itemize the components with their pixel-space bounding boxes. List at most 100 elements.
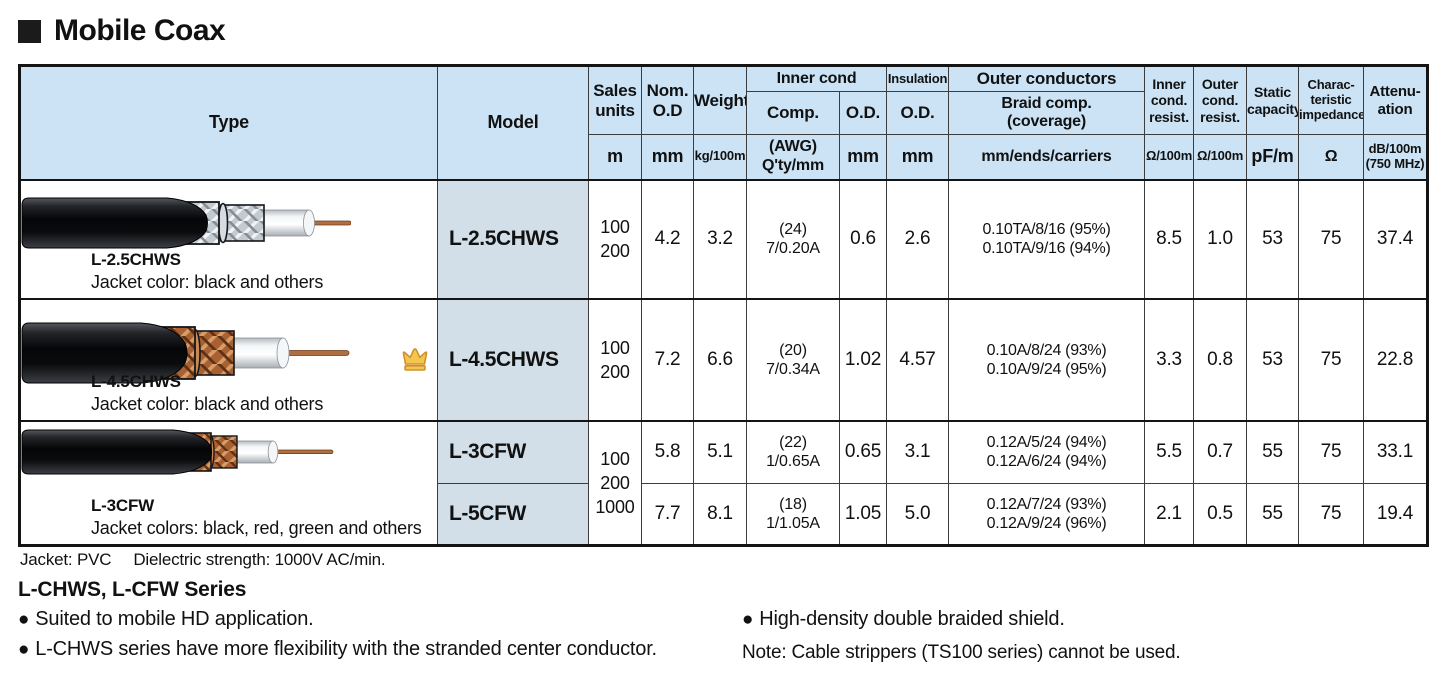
header-weight: Weight: [693, 65, 747, 135]
static-capacity-cell: 53: [1246, 178, 1300, 299]
static-capacity-cell: 53: [1246, 297, 1300, 421]
inner-resist-cell: 8.5: [1144, 178, 1195, 299]
table-footnote: Jacket: PVC Dielectric strength: 1000V AC…: [20, 550, 407, 570]
feature-item: ● L-CHWS series have more flexibility wi…: [18, 638, 657, 661]
header-type: Type: [19, 65, 438, 180]
inner-comp-cell: (18) 1/1.05A: [746, 483, 840, 546]
inner-od-cell: 1.02: [838, 297, 888, 421]
impedance-cell: 75: [1298, 419, 1365, 484]
outer-resist-cell: 1.0: [1193, 178, 1248, 299]
unit-attenuation: dB/100m (750 MHz): [1363, 134, 1429, 180]
footnote-jacket: Jacket: PVC: [20, 550, 112, 569]
inner-comp-cell: (24) 7/0.20A: [746, 178, 840, 299]
series-title: L-CHWS, L-CFW Series: [18, 578, 247, 601]
feature-text: L-CHWS series have more flexibility with…: [35, 638, 657, 660]
nom-od-cell: 7.2: [641, 297, 694, 421]
bullet-icon: ●: [18, 608, 30, 630]
page-title-text: Mobile Coax: [54, 14, 226, 47]
unit-inner-od: mm: [838, 134, 888, 180]
model-cell: L-3CFW: [437, 419, 589, 484]
insulation-od-cell: 4.57: [886, 297, 950, 421]
static-capacity-cell: 55: [1246, 419, 1300, 484]
impedance-cell: 75: [1298, 297, 1365, 421]
insulation-od-cell: 3.1: [886, 419, 950, 484]
weight-cell: 3.2: [693, 178, 747, 299]
header-inner-resist: Inner cond. resist.: [1144, 65, 1195, 135]
unit-weight: kg/100m: [693, 134, 747, 180]
impedance-cell: 75: [1298, 178, 1365, 299]
nom-od-cell: 5.8: [641, 419, 694, 484]
braid-comp-cell: 0.12A/7/24 (93%) 0.12A/9/24 (96%): [948, 483, 1146, 546]
title-square-icon: [18, 19, 41, 43]
type-jacket-colors: Jacket color: black and others: [91, 271, 324, 292]
unit-outer-resist: Ω/100m: [1193, 134, 1248, 180]
type-caption: L-2.5CHWS Jacket color: black and others: [91, 249, 323, 293]
unit-impedance: Ω: [1298, 134, 1365, 180]
footnote-dielectric: Dielectric strength: 1000V AC/min.: [133, 550, 386, 569]
attenuation-cell: 37.4: [1363, 178, 1429, 299]
type-jacket-colors: Jacket color: black and others: [91, 393, 324, 414]
impedance-cell: 75: [1298, 483, 1365, 546]
type-label: L-4.5CHWS: [91, 371, 181, 391]
header-insulation-od: O.D.: [886, 91, 950, 135]
attenuation-cell: 19.4: [1363, 483, 1429, 546]
type-label: L-2.5CHWS: [91, 249, 181, 269]
feature-item: ● High-density double braided shield.: [742, 608, 1065, 631]
sales-units-cell: 100 200: [588, 178, 642, 299]
weight-cell: 6.6: [693, 297, 747, 421]
outer-resist-cell: 0.8: [1193, 297, 1248, 421]
cable-image-l-2-5chws: [21, 197, 351, 248]
type-jacket-colors: Jacket colors: black, red, green and oth…: [91, 518, 422, 538]
nom-od-cell: 7.7: [641, 483, 694, 546]
header-sales-units: Sales units: [588, 65, 642, 135]
header-nom-od: Nom. O.D: [641, 65, 694, 135]
braid-comp-cell: 0.10A/8/24 (93%) 0.10A/9/24 (95%): [948, 297, 1146, 421]
bullet-icon: ●: [18, 638, 30, 660]
feature-text: High-density double braided shield.: [759, 608, 1065, 630]
inner-od-cell: 1.05: [838, 483, 888, 546]
header-inner-cond: Inner cond: [745, 65, 888, 92]
header-inner-comp: Comp.: [746, 91, 840, 135]
nom-od-cell: 4.2: [641, 178, 694, 299]
attenuation-cell: 33.1: [1363, 419, 1429, 484]
model-cell: L-5CFW: [437, 483, 589, 546]
outer-resist-cell: 0.7: [1193, 419, 1248, 484]
header-inner-od: O.D.: [838, 91, 888, 135]
header-static-capacity: Static capacity: [1246, 65, 1300, 135]
bullet-icon: ●: [742, 608, 754, 630]
static-capacity-cell: 55: [1246, 483, 1300, 546]
inner-resist-cell: 3.3: [1144, 297, 1195, 421]
insulation-od-cell: 5.0: [886, 483, 950, 546]
note-text: Note: Cable strippers (TS100 series) can…: [742, 642, 1181, 663]
header-braid-comp: Braid comp. (coverage): [948, 91, 1146, 135]
crown-icon: [402, 347, 428, 371]
inner-od-cell: 0.6: [838, 178, 888, 299]
header-insulation: Insulation: [886, 65, 950, 92]
type-cell-l-3cfw: L-3CFW Jacket colors: black, red, green …: [19, 419, 438, 546]
sales-units-cell: 100 200: [588, 297, 642, 421]
spec-table: Type Model Sales units Nom. O.D Weight I…: [18, 64, 1430, 547]
unit-inner-resist: Ω/100m: [1144, 134, 1195, 180]
weight-cell: 8.1: [693, 483, 747, 546]
braid-comp-cell: 0.10TA/8/16 (95%) 0.10TA/9/16 (94%): [948, 178, 1146, 299]
unit-static-capacity: pF/m: [1246, 134, 1300, 180]
feature-item: ● Suited to mobile HD application.: [18, 608, 314, 631]
header-outer-resist: Outer cond. resist.: [1193, 65, 1248, 135]
unit-comp: (AWG) Q'ty/mm: [746, 134, 840, 180]
cable-image-l-4-5chws: [21, 322, 350, 383]
inner-resist-cell: 2.1: [1144, 483, 1195, 546]
outer-resist-cell: 0.5: [1193, 483, 1248, 546]
unit-nom-od: mm: [641, 134, 694, 180]
cable-image-l-3cfw: [21, 429, 334, 474]
feature-text: Suited to mobile HD application.: [35, 608, 314, 630]
type-cell-l-2-5chws: L-2.5CHWS Jacket color: black and others: [19, 178, 438, 299]
inner-od-cell: 0.65: [838, 419, 888, 484]
unit-sales: m: [588, 134, 642, 180]
header-char-impedance: Charac- teristic impedance: [1298, 65, 1365, 135]
header-attenuation: Attenu- ation: [1363, 65, 1429, 135]
braid-comp-cell: 0.12A/5/24 (94%) 0.12A/6/24 (94%): [948, 419, 1146, 484]
inner-resist-cell: 5.5: [1144, 419, 1195, 484]
type-caption: L-3CFW Jacket colors: black, red, green …: [91, 495, 422, 539]
model-cell: L-4.5CHWS: [437, 297, 589, 421]
